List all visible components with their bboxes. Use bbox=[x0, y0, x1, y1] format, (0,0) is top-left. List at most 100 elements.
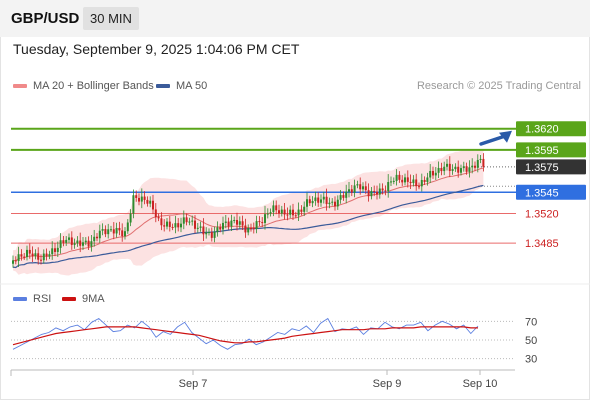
candle-body bbox=[468, 167, 471, 172]
candle-body bbox=[482, 158, 485, 167]
candle-body bbox=[210, 232, 213, 238]
candle-body bbox=[378, 188, 381, 195]
candle-body bbox=[443, 166, 446, 172]
candle-body bbox=[446, 163, 448, 167]
candle-body bbox=[406, 177, 409, 182]
candle-body bbox=[272, 205, 275, 213]
candle-body bbox=[51, 248, 54, 255]
candle-body bbox=[387, 182, 390, 192]
candle-body bbox=[160, 218, 163, 226]
candle-body bbox=[420, 179, 423, 187]
candle-body bbox=[474, 165, 476, 168]
candle-body bbox=[261, 222, 264, 224]
candle-body bbox=[258, 221, 261, 223]
candle-body bbox=[82, 242, 84, 246]
candle-body bbox=[390, 181, 392, 183]
candle-body bbox=[34, 253, 37, 257]
candle-body bbox=[308, 199, 311, 204]
candle-body bbox=[154, 209, 157, 218]
candle-body bbox=[280, 209, 283, 214]
candle-body bbox=[121, 230, 124, 237]
candle-body bbox=[196, 227, 199, 229]
candle-body bbox=[283, 209, 286, 215]
candle-body bbox=[224, 221, 227, 223]
candle-body bbox=[17, 254, 20, 262]
forecast-arrow-head bbox=[499, 130, 512, 143]
candle-body bbox=[395, 174, 398, 181]
ma50-swatch-icon bbox=[156, 84, 170, 88]
candle-body bbox=[171, 226, 174, 228]
candle-body bbox=[157, 217, 160, 219]
candle-body bbox=[275, 205, 278, 211]
candle-body bbox=[356, 184, 359, 186]
candle-body bbox=[306, 199, 308, 207]
candle-body bbox=[37, 253, 40, 260]
level-label-1.3520: 1.3520 bbox=[525, 208, 559, 220]
candle-body bbox=[350, 189, 353, 193]
candle-body bbox=[202, 226, 205, 235]
candle-body bbox=[208, 232, 210, 234]
candle-body bbox=[70, 237, 73, 245]
timeframe-badge[interactable]: 30 MIN bbox=[83, 7, 139, 30]
level-label-1.3620: 1.3620 bbox=[525, 124, 559, 136]
candle-body bbox=[28, 249, 31, 254]
candle-body bbox=[362, 186, 364, 190]
forecast-arrow-shaft bbox=[479, 133, 508, 146]
candle-body bbox=[59, 240, 62, 248]
candle-body bbox=[163, 225, 166, 227]
candle-body bbox=[451, 169, 454, 171]
candle-body bbox=[241, 221, 244, 226]
candle-body bbox=[252, 228, 255, 230]
candle-body bbox=[286, 214, 289, 216]
candle-body bbox=[68, 237, 70, 240]
legend-rsi: RSI bbox=[13, 293, 51, 305]
candle-body bbox=[292, 209, 294, 216]
candle-body bbox=[370, 190, 373, 197]
candle-body bbox=[415, 179, 418, 187]
candle-body bbox=[376, 191, 378, 195]
legend-rsi-label: RSI bbox=[33, 293, 52, 305]
candle-body bbox=[12, 260, 14, 264]
candle-body bbox=[404, 177, 406, 183]
candle-body bbox=[266, 213, 269, 215]
candle-body bbox=[398, 174, 401, 180]
candle-body bbox=[132, 195, 135, 214]
candle-body bbox=[353, 185, 356, 193]
candle-body bbox=[426, 177, 429, 182]
candle-body bbox=[440, 167, 443, 172]
x-tick-label-Sep-10: Sep 10 bbox=[463, 378, 498, 390]
candle-body bbox=[65, 239, 68, 243]
candle-body bbox=[331, 201, 334, 203]
candle-body bbox=[244, 225, 247, 233]
candle-body bbox=[412, 179, 415, 184]
x-tick-label-Sep-9: Sep 9 bbox=[373, 378, 402, 390]
candle-body bbox=[180, 223, 182, 228]
candle-body bbox=[26, 249, 28, 258]
candle-body bbox=[336, 199, 339, 207]
datetime-label: Tuesday, September 9, 2025 1:04:06 PM CE… bbox=[13, 41, 300, 57]
legend-ma20: MA 20 + Bollinger Bands bbox=[13, 80, 154, 92]
candle-body bbox=[437, 167, 440, 173]
rsi-tick-30: 30 bbox=[525, 354, 537, 366]
candle-body bbox=[322, 196, 325, 200]
candle-body bbox=[401, 179, 404, 183]
ma20-swatch-icon bbox=[13, 84, 27, 88]
level-label-1.3595: 1.3595 bbox=[525, 145, 559, 157]
candle-body bbox=[104, 229, 107, 235]
candle-body bbox=[56, 247, 59, 252]
candle-body bbox=[79, 240, 82, 246]
candle-body bbox=[174, 223, 177, 228]
candle-body bbox=[294, 215, 297, 217]
candle-body bbox=[423, 179, 426, 182]
candle-body bbox=[110, 229, 112, 231]
candle-body bbox=[40, 259, 42, 261]
candles-group bbox=[12, 153, 485, 268]
candle-body bbox=[233, 219, 236, 221]
candle-body bbox=[359, 184, 362, 190]
x-tick-label-Sep-7: Sep 7 bbox=[179, 378, 208, 390]
rsi-swatch-icon bbox=[13, 297, 27, 301]
candle-body bbox=[107, 229, 110, 235]
candle-body bbox=[118, 227, 121, 231]
candle-body bbox=[311, 201, 314, 204]
